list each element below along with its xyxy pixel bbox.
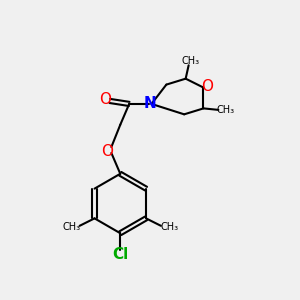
Text: N: N xyxy=(144,96,156,111)
Text: O: O xyxy=(99,92,111,107)
Text: O: O xyxy=(101,144,113,159)
Text: CH₃: CH₃ xyxy=(217,105,235,115)
Text: O: O xyxy=(201,79,213,94)
Text: CH₃: CH₃ xyxy=(62,222,80,232)
Text: CH₃: CH₃ xyxy=(160,222,178,232)
Text: Cl: Cl xyxy=(112,248,128,262)
Text: CH₃: CH₃ xyxy=(181,56,199,66)
